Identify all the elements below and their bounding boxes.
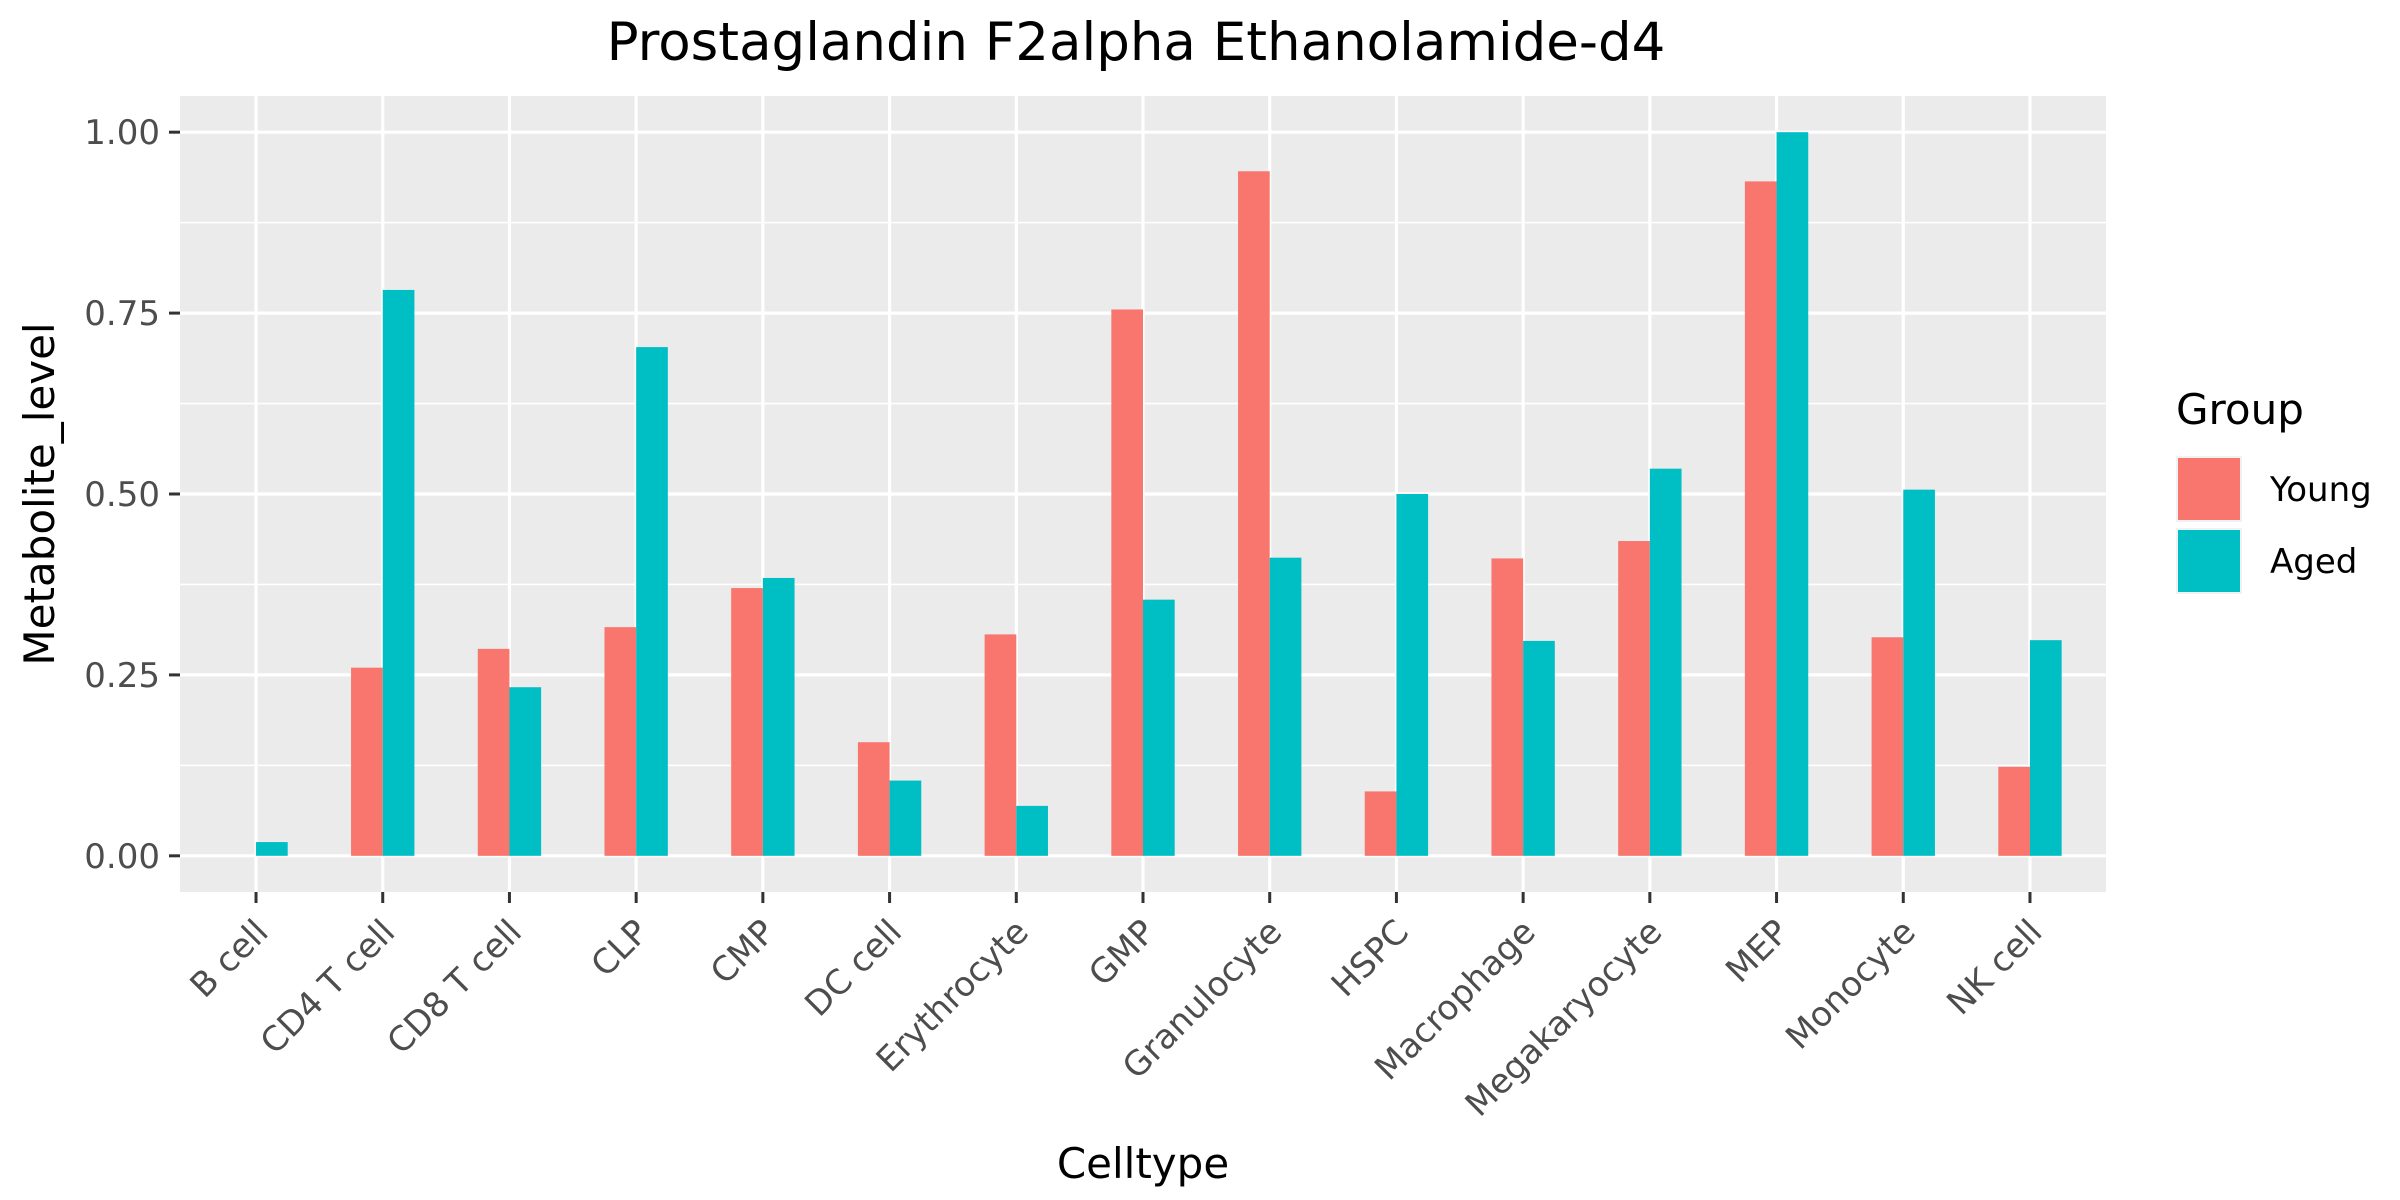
bar-young-hspc: [1364, 791, 1397, 856]
bar-aged-cd8-t-cell: [509, 687, 542, 856]
legend-label-young: Young: [2269, 470, 2372, 510]
y-tick-label: 1.00: [84, 113, 160, 153]
bar-aged-clp: [636, 347, 668, 856]
bar-young-cd4-t-cell: [351, 667, 383, 856]
bars: [256, 132, 2062, 856]
y-tick-label: 0.50: [84, 475, 160, 515]
legend-title: Group: [2176, 385, 2304, 434]
bar-aged-monocyte: [1903, 489, 1935, 856]
bar-aged-b-cell: [256, 842, 288, 856]
bar-young-erythrocyte: [984, 634, 1017, 856]
bar-aged-megakaryocyte: [1649, 468, 1682, 856]
y-axis-title: Metabolite_level: [15, 322, 64, 665]
x-tick-label: CMP: [703, 912, 783, 992]
legend-label-aged: Aged: [2270, 542, 2357, 582]
x-tick-label: DC cell: [797, 912, 910, 1025]
bar-young-cd8-t-cell: [477, 648, 510, 856]
bar-young-mep: [1744, 181, 1777, 856]
bar-aged-cd4-t-cell: [382, 289, 415, 856]
y-tick-label: 0.75: [84, 294, 160, 334]
bar-young-macrophage: [1491, 558, 1524, 856]
legend: Group Young Aged: [2176, 385, 2372, 594]
y-tick-label: 0.00: [84, 837, 160, 877]
bar-young-dc-cell: [857, 742, 890, 856]
bar-young-granulocyte: [1238, 171, 1270, 856]
x-tick-label: NK cell: [1939, 912, 2050, 1023]
bar-aged-gmp: [1143, 599, 1175, 856]
x-tick-label: MEP: [1718, 912, 1797, 991]
bar-young-monocyte: [1871, 637, 1904, 856]
legend-swatch-aged: [2178, 530, 2240, 592]
bar-aged-erythrocyte: [1016, 805, 1048, 856]
x-tick-label: B cell: [183, 912, 277, 1006]
bar-aged-nk-cell: [2029, 640, 2062, 856]
bar-young-megakaryocyte: [1618, 541, 1650, 856]
bar-aged-dc-cell: [889, 780, 922, 856]
bar-young-cmp: [731, 588, 763, 856]
x-tick-label: HSPC: [1324, 912, 1417, 1005]
x-tick-label: CD4 T cell: [253, 912, 403, 1062]
bar-aged-macrophage: [1523, 640, 1555, 856]
chart-title: Prostaglandin F2alpha Ethanolamide-d4: [607, 12, 1666, 73]
x-tick-label: GMP: [1081, 912, 1163, 994]
bar-aged-granulocyte: [1269, 557, 1302, 856]
bar-young-nk-cell: [1998, 766, 2030, 856]
x-tick-label: CD8 T cell: [380, 912, 530, 1062]
bar-aged-hspc: [1396, 494, 1429, 856]
y-axis: 0.00 0.25 0.50 0.75 1.00: [84, 113, 180, 877]
x-axis-title: Celltype: [1057, 1139, 1229, 1188]
bar-aged-cmp: [762, 577, 795, 856]
y-tick-label: 0.25: [84, 656, 160, 696]
bar-young-gmp: [1111, 309, 1143, 856]
x-tick-label: Monocyte: [1778, 912, 1923, 1057]
x-tick-label: CLP: [584, 912, 657, 985]
bar-young-clp: [604, 627, 637, 856]
bar-aged-mep: [1776, 132, 1809, 856]
legend-swatch-young: [2178, 458, 2240, 520]
